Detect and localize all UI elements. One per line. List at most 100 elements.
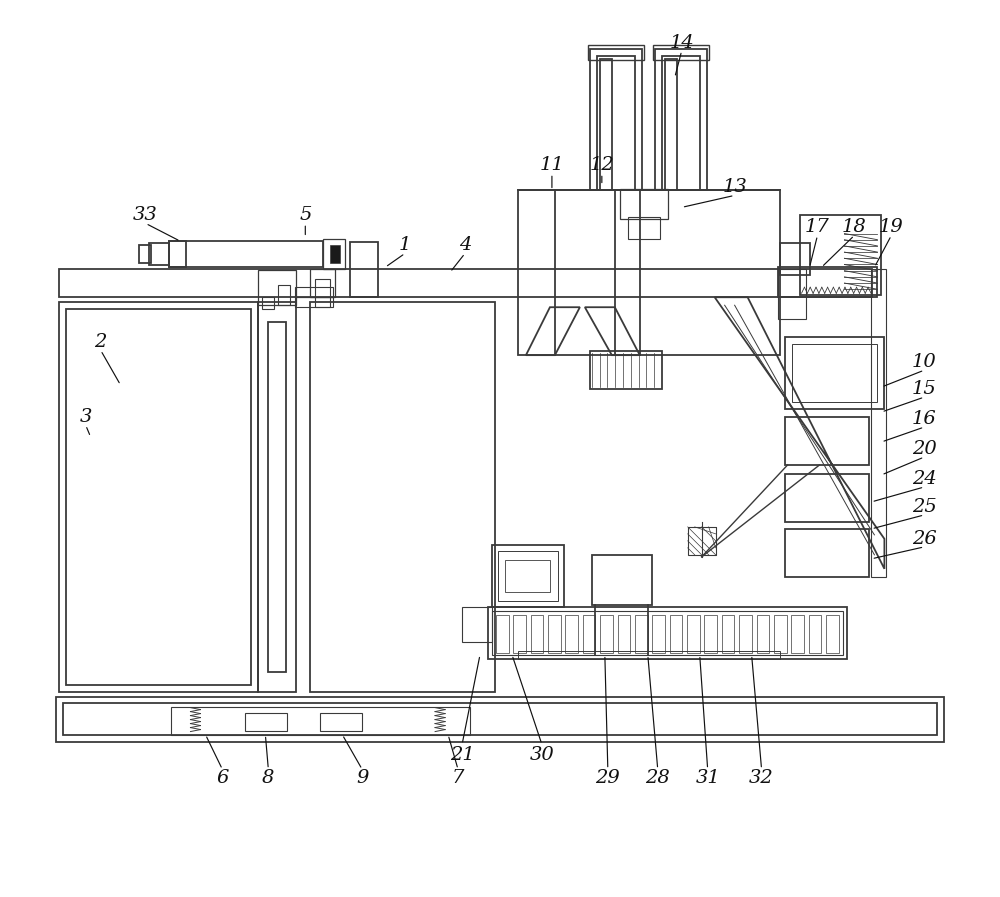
- Text: 18: 18: [842, 218, 867, 236]
- Bar: [597, 56, 635, 190]
- Text: 6: 6: [216, 770, 229, 788]
- Bar: [171, 707, 470, 735]
- Bar: [66, 309, 251, 684]
- Bar: [655, 48, 707, 190]
- Bar: [665, 58, 677, 190]
- Bar: [871, 269, 886, 577]
- Text: 33: 33: [133, 206, 158, 224]
- Bar: [496, 614, 509, 653]
- Text: 15: 15: [912, 380, 937, 398]
- Text: 26: 26: [912, 530, 937, 548]
- Bar: [791, 614, 804, 653]
- Bar: [323, 239, 345, 269]
- Bar: [149, 243, 169, 266]
- Bar: [56, 697, 944, 742]
- Bar: [662, 56, 700, 190]
- Bar: [778, 269, 806, 319]
- Bar: [531, 614, 543, 653]
- Bar: [513, 614, 526, 653]
- Bar: [498, 551, 558, 601]
- Text: 30: 30: [530, 745, 554, 763]
- Text: 24: 24: [912, 470, 937, 488]
- Bar: [315, 279, 330, 307]
- Bar: [809, 614, 821, 653]
- Text: 13: 13: [722, 179, 747, 196]
- Text: 5: 5: [299, 206, 311, 224]
- Bar: [565, 614, 578, 653]
- Bar: [592, 555, 652, 605]
- Text: 11: 11: [540, 156, 564, 174]
- Bar: [262, 297, 274, 309]
- Bar: [492, 544, 564, 606]
- Bar: [739, 614, 752, 653]
- Bar: [757, 614, 769, 653]
- Text: 29: 29: [595, 770, 620, 788]
- Bar: [687, 614, 700, 653]
- Bar: [245, 712, 287, 730]
- Bar: [169, 241, 323, 267]
- Bar: [295, 297, 333, 307]
- Text: 2: 2: [94, 333, 107, 351]
- Bar: [785, 417, 869, 465]
- Text: 28: 28: [645, 770, 670, 788]
- Text: 4: 4: [459, 236, 471, 255]
- Bar: [330, 245, 340, 264]
- Bar: [670, 614, 682, 653]
- Bar: [310, 302, 495, 692]
- Bar: [59, 269, 872, 297]
- Bar: [792, 344, 877, 402]
- Bar: [268, 322, 286, 672]
- Text: 17: 17: [805, 218, 830, 236]
- Bar: [258, 302, 296, 692]
- Text: 14: 14: [669, 33, 694, 52]
- Bar: [492, 611, 843, 655]
- Bar: [778, 267, 877, 297]
- Text: 21: 21: [450, 745, 474, 763]
- Bar: [600, 614, 613, 653]
- Bar: [350, 242, 378, 297]
- Bar: [169, 241, 186, 267]
- Bar: [652, 614, 665, 653]
- Bar: [785, 474, 869, 522]
- Bar: [518, 190, 780, 355]
- Bar: [505, 560, 550, 592]
- Bar: [628, 217, 660, 239]
- Bar: [620, 189, 668, 220]
- Bar: [688, 527, 716, 555]
- Text: 3: 3: [79, 408, 92, 426]
- Bar: [518, 650, 780, 658]
- Bar: [653, 45, 709, 59]
- Text: 25: 25: [912, 498, 937, 516]
- Bar: [704, 614, 717, 653]
- Text: 32: 32: [749, 770, 774, 788]
- Bar: [320, 712, 362, 730]
- Text: 9: 9: [356, 770, 368, 788]
- Bar: [63, 702, 937, 735]
- Bar: [800, 215, 881, 295]
- Bar: [722, 614, 734, 653]
- Text: 8: 8: [262, 770, 275, 788]
- Bar: [826, 614, 839, 653]
- Text: 19: 19: [879, 218, 904, 236]
- Bar: [278, 285, 290, 305]
- Bar: [780, 243, 810, 275]
- Text: 20: 20: [912, 440, 937, 458]
- Text: 31: 31: [695, 770, 720, 788]
- Bar: [310, 269, 335, 297]
- Text: 1: 1: [399, 236, 411, 255]
- Bar: [583, 614, 595, 653]
- Text: 10: 10: [912, 353, 937, 371]
- Bar: [774, 614, 787, 653]
- Bar: [139, 245, 151, 264]
- Text: 16: 16: [912, 410, 937, 428]
- Text: 7: 7: [452, 770, 464, 788]
- Bar: [462, 606, 492, 641]
- Bar: [590, 351, 662, 389]
- Bar: [59, 302, 258, 692]
- Bar: [488, 606, 847, 658]
- Bar: [785, 337, 884, 409]
- Bar: [590, 48, 642, 190]
- Bar: [618, 614, 630, 653]
- Bar: [295, 287, 333, 297]
- Bar: [548, 614, 561, 653]
